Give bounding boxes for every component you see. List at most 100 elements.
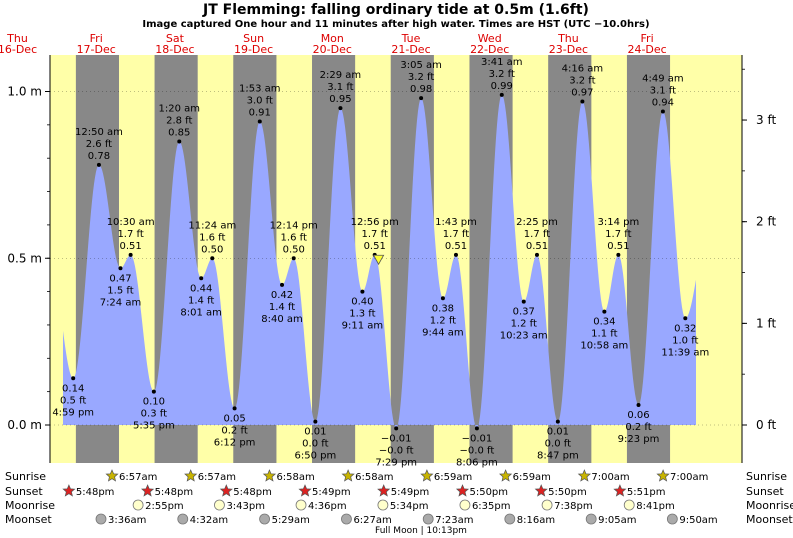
tide-label-height: 0.05	[223, 413, 245, 424]
day-date: 16-Dec	[0, 43, 37, 56]
sunset-time: 5:50pm	[469, 487, 508, 498]
tide-point	[118, 266, 123, 271]
tide-point	[474, 426, 479, 431]
moonrise-time: 6:35pm	[472, 501, 511, 512]
tide-label-feet: 1.4 ft	[188, 295, 214, 306]
moonrise-icon	[541, 499, 553, 511]
astro-star-icon	[298, 484, 312, 497]
tide-label-height: 0.01	[304, 427, 326, 438]
tide-point	[555, 419, 560, 424]
moon-phase-label: Full Moon | 10:13pm	[375, 526, 467, 536]
tide-label-time: 3:41 am	[481, 57, 523, 68]
sunrise-time: 6:57am	[198, 472, 236, 483]
astro-row-label-left: Sunrise	[5, 470, 46, 483]
tide-label-feet: 1.0 ft	[672, 335, 698, 346]
tide-label-height: 0.06	[627, 410, 649, 421]
current-tide-marker	[372, 254, 385, 266]
astro-star-icon	[534, 484, 548, 497]
moonset-icon	[585, 513, 597, 525]
tide-label-time: 10:30 am	[107, 217, 155, 228]
sunrise-time: 6:57am	[119, 472, 157, 483]
day-weekday: Tue	[401, 32, 421, 45]
tide-label-time: 10:23 am	[500, 331, 548, 342]
day-weekday: Sat	[166, 32, 185, 45]
tide-point	[210, 256, 215, 261]
astro-star-icon	[455, 484, 470, 497]
tide-point	[660, 109, 665, 114]
tide-label-time: 3:05 am	[400, 60, 442, 71]
tide-label-time: 9:23 pm	[618, 434, 660, 445]
moonset-time: 8:16am	[517, 515, 555, 526]
astro-row-label-left: Moonset	[5, 513, 52, 526]
tide-label-height: 0.50	[201, 244, 223, 255]
axes: 0.0 m 0.5 m 1.0 m 0 ft 1 ft 2 ft 3 ft	[7, 55, 776, 463]
tide-label-time: 8:40 am	[261, 314, 303, 325]
sunrise-time: 7:00am	[591, 472, 629, 483]
tide-label-time: 8:01 am	[180, 307, 222, 318]
tide-label-height: 0.98	[410, 84, 432, 95]
moonset-icon	[341, 513, 352, 525]
sunset-time: 5:48pm	[76, 487, 115, 498]
day-weekday: Thu	[557, 32, 579, 45]
tide-label-time: 4:59 pm	[52, 407, 94, 418]
tide-point	[419, 96, 424, 101]
tide-label-height: 0.78	[88, 151, 110, 162]
tide-label-height: 0.51	[607, 241, 629, 252]
tide-label-height: 0.95	[329, 94, 351, 105]
tide-label-time: 12:14 pm	[270, 220, 318, 231]
right-tick-label: 1 ft	[756, 316, 776, 330]
moonset-icon	[95, 513, 107, 525]
tide-label-time: 5:35 pm	[133, 421, 175, 432]
astro-star-icon	[341, 469, 355, 482]
tide-label-time: 7:24 am	[100, 297, 142, 308]
tide-point	[580, 99, 585, 104]
tide-label-feet: 0.3 ft	[141, 409, 167, 420]
tide-label-height: 0.50	[283, 244, 305, 255]
moonset-time: 9:50am	[679, 515, 717, 526]
astro-star-icon	[141, 484, 155, 497]
tide-point	[440, 296, 445, 301]
tide-label-height: 0.01	[547, 427, 569, 438]
tide-label-feet: 3.1 ft	[327, 82, 353, 93]
tide-label-height: 0.34	[593, 317, 615, 328]
tide-label-height: 0.51	[119, 241, 141, 252]
sunset-time: 5:48pm	[233, 487, 272, 498]
tide-label-feet: 0.5 ft	[60, 395, 86, 406]
moonset-time: 6:27am	[353, 515, 391, 526]
day-date: 22-Dec	[470, 43, 509, 56]
moonrise-time: 3:43pm	[226, 501, 265, 512]
sunrise-time: 7:00am	[670, 472, 708, 483]
day-date: 19-Dec	[234, 43, 273, 56]
astro-row-label-right: Sunrise	[746, 470, 787, 483]
tide-label-feet: 1.3 ft	[349, 309, 375, 320]
tide-label-time: 10:58 am	[580, 341, 628, 352]
tide-point	[499, 92, 504, 97]
tide-curve	[63, 94, 696, 429]
tide-label-time: 12:56 pm	[351, 217, 399, 228]
tide-point	[291, 256, 296, 261]
right-tick-label: 3 ft	[756, 113, 776, 127]
tide-label-height: 0.99	[491, 81, 513, 92]
tide-label-height: −0.01	[462, 433, 493, 444]
tide-point	[602, 309, 607, 314]
day-date: 21-Dec	[391, 43, 430, 56]
astro-star-icon	[105, 469, 119, 482]
right-tick-label: 0 ft	[756, 418, 776, 432]
day-date: 18-Dec	[155, 43, 194, 56]
tide-point	[453, 252, 458, 257]
sunset-time: 5:49pm	[391, 487, 430, 498]
tide-label-time: 2:25 pm	[516, 217, 558, 228]
sunset-time: 5:50pm	[548, 487, 587, 498]
tide-label-time: 11:24 am	[188, 220, 236, 231]
sunset-time: 5:48pm	[155, 487, 194, 498]
tide-point	[151, 389, 156, 394]
grid-lines	[50, 91, 742, 426]
tide-label-time: 1:43 pm	[435, 217, 477, 228]
day-date: 20-Dec	[313, 43, 352, 56]
tide-label-time: 7:29 pm	[375, 457, 417, 468]
sunset-time: 5:51pm	[627, 487, 666, 498]
tide-point	[71, 376, 76, 381]
moonrise-icon	[295, 499, 307, 511]
